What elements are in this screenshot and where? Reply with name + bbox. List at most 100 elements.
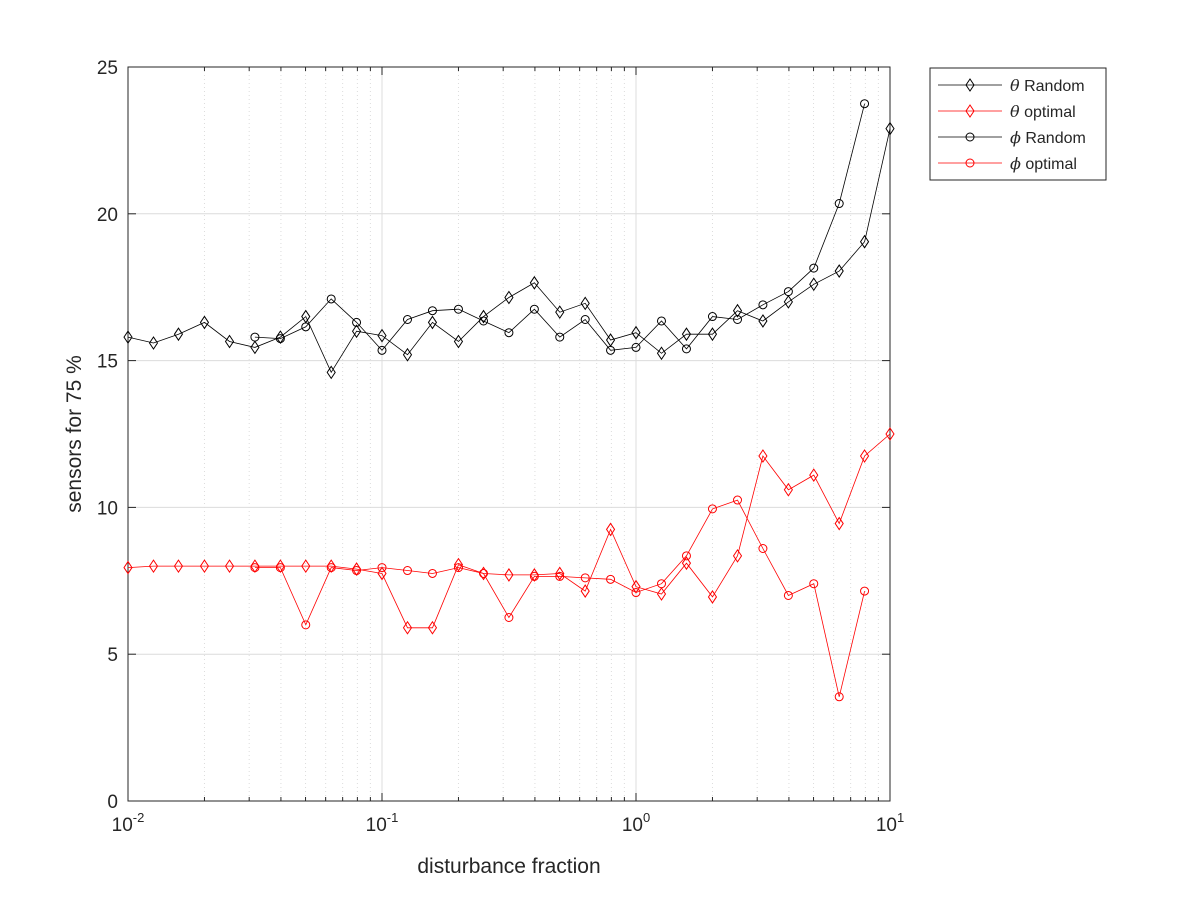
legend-box — [929, 67, 1107, 181]
circle-marker — [681, 344, 691, 354]
circle-marker — [681, 551, 691, 561]
diamond-marker — [173, 327, 184, 342]
circle-marker — [758, 544, 768, 554]
circle-marker — [301, 322, 311, 332]
diamond-marker — [758, 449, 768, 463]
diamond-marker — [453, 557, 464, 572]
circle-marker — [733, 314, 743, 324]
circle-marker — [479, 568, 489, 578]
diamond-marker — [402, 620, 413, 635]
y-tick-label: 20 — [97, 205, 118, 226]
y-tick-label: 25 — [97, 58, 118, 79]
diamond-marker — [427, 620, 438, 635]
diamond-marker — [885, 121, 895, 136]
diamond-marker — [326, 365, 336, 380]
circle-marker — [352, 317, 362, 327]
diamond-marker — [173, 559, 184, 574]
diamond-marker — [123, 330, 133, 345]
circle-marker — [707, 504, 717, 514]
circle-marker — [529, 304, 539, 314]
y-tick-label: 5 — [107, 645, 118, 666]
x-tick-label: 10-2 — [112, 810, 145, 836]
series-line — [127, 128, 891, 374]
diamond-marker — [224, 559, 235, 574]
x-axis-label: disturbance fraction — [417, 855, 600, 878]
plot-area — [128, 67, 890, 801]
circle-marker — [834, 692, 844, 702]
diamond-marker — [199, 315, 210, 330]
circle-marker — [834, 199, 844, 209]
circle-marker — [402, 566, 412, 576]
series-line — [127, 433, 891, 629]
circle-marker — [301, 620, 311, 630]
circle-marker — [555, 571, 565, 581]
circle-marker — [427, 568, 437, 578]
diamond-marker — [148, 559, 159, 574]
diamond-marker — [148, 336, 159, 350]
legend-marker — [965, 132, 975, 142]
diamond-marker — [809, 277, 819, 292]
circle-marker — [250, 563, 260, 573]
circle-marker — [809, 579, 819, 589]
circle-marker — [733, 495, 743, 505]
diamond-marker — [656, 346, 667, 361]
data-series — [123, 99, 895, 702]
diamond-marker — [580, 584, 590, 598]
circle-marker — [275, 334, 285, 344]
circle-marker — [631, 588, 641, 598]
circle-marker — [453, 304, 463, 314]
diamond-marker — [504, 290, 514, 305]
legend-entry: ϕ optimal — [938, 154, 1077, 173]
legend-entry: θ Random — [938, 76, 1085, 95]
legend-label: θ optimal — [1010, 102, 1076, 121]
circle-marker — [758, 300, 768, 310]
legend-entry: ϕ Random — [938, 128, 1086, 147]
circle-marker — [783, 287, 793, 297]
circle-marker — [275, 563, 285, 573]
series-0 — [123, 121, 895, 380]
y-tick-label: 10 — [97, 498, 118, 519]
diamond-marker — [580, 296, 590, 311]
diamond-marker — [707, 327, 718, 342]
legend-marker — [965, 158, 975, 168]
circle-marker — [580, 573, 590, 583]
circle-marker — [656, 316, 666, 326]
diamond-marker — [605, 522, 616, 537]
circle-marker — [707, 312, 717, 322]
tick-labels: 10-2 10-1 100 101 0 5 10 15 20 25 — [97, 58, 904, 836]
series-line — [254, 499, 865, 697]
diamond-marker — [783, 294, 793, 309]
diamond-marker — [631, 325, 641, 340]
circle-marker — [809, 263, 819, 273]
circle-marker — [656, 579, 666, 589]
circle-marker — [427, 306, 437, 316]
diamond-marker — [885, 427, 895, 441]
x-tick-label: 101 — [876, 810, 904, 836]
circle-marker — [402, 314, 412, 324]
diamond-marker — [504, 568, 514, 582]
diamond-marker — [732, 548, 743, 563]
circle-marker — [352, 566, 362, 576]
y-tick-label: 0 — [107, 792, 118, 813]
diamond-marker — [199, 559, 210, 574]
diamond-marker — [681, 556, 692, 571]
y-axis-label: sensors for 75 % — [63, 355, 86, 513]
diamond-marker — [377, 328, 387, 343]
diamond-marker — [859, 449, 870, 463]
circle-marker — [783, 590, 793, 600]
circle-marker — [504, 613, 514, 622]
diamond-marker — [377, 566, 387, 581]
diamond-marker — [351, 324, 362, 339]
circle-marker — [377, 563, 387, 573]
legend-marker — [965, 104, 975, 118]
series-3 — [250, 495, 870, 702]
diamond-marker — [656, 587, 667, 601]
circle-marker — [529, 571, 539, 581]
series-2 — [250, 99, 870, 355]
diamond-marker — [859, 234, 870, 249]
diamond-marker — [402, 347, 413, 362]
diamond-marker — [555, 305, 565, 320]
circle-marker — [631, 342, 641, 352]
